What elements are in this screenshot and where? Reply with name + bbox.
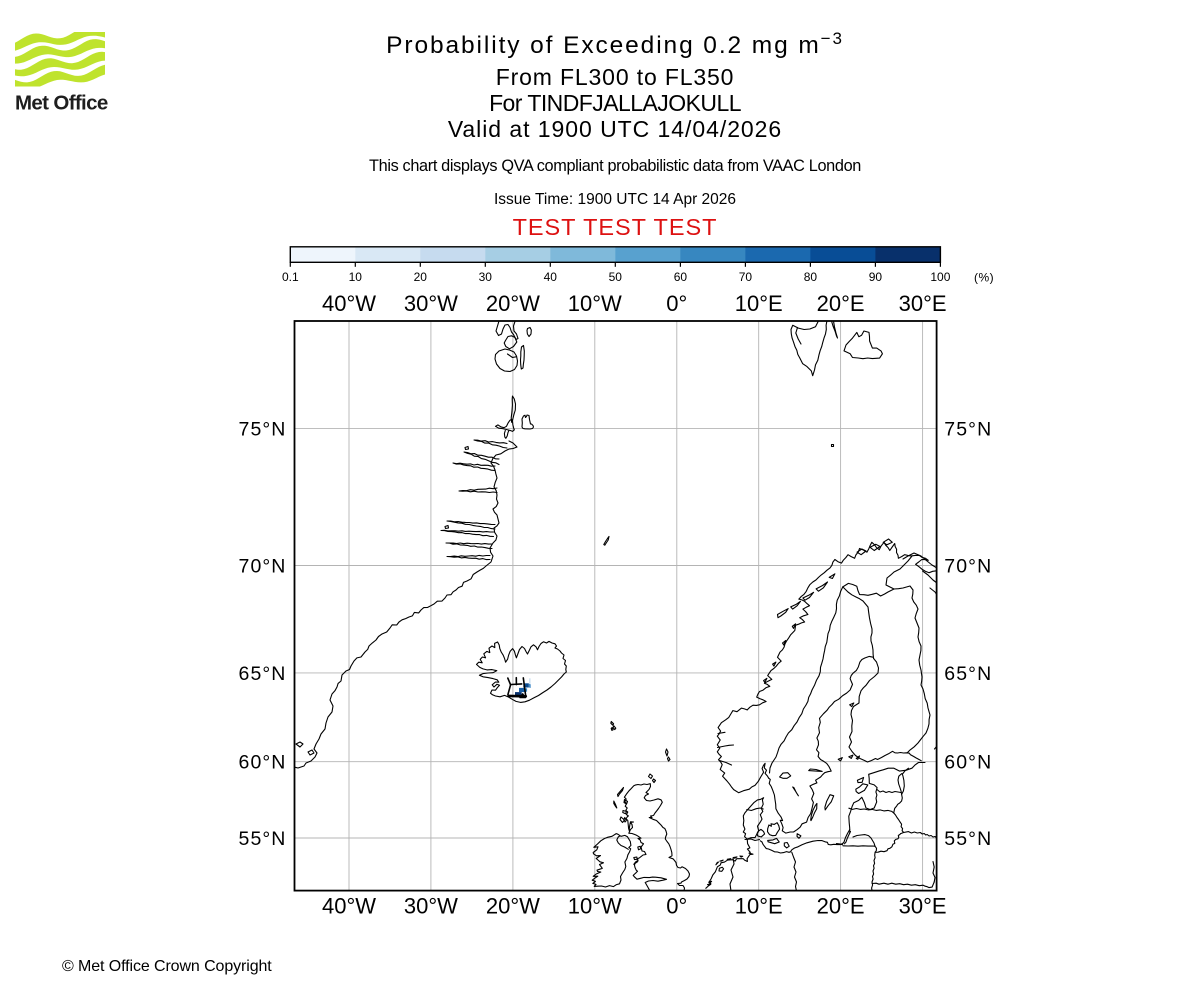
svg-text:70: 70 [739, 270, 753, 284]
svg-text:40°W: 40°W [322, 291, 376, 316]
svg-text:20°E: 20°E [817, 291, 865, 316]
svg-text:0°: 0° [666, 291, 687, 316]
svg-text:20°E: 20°E [817, 894, 865, 919]
svg-text:30°E: 30°E [899, 291, 947, 316]
svg-text:75°N: 75°N [944, 419, 992, 441]
svg-text:30°E: 30°E [899, 894, 947, 919]
svg-text:30°W: 30°W [404, 894, 458, 919]
svg-text:10: 10 [349, 270, 363, 284]
svg-text:60°N: 60°N [944, 752, 992, 774]
svg-text:55°N: 55°N [239, 828, 287, 850]
svg-text:70°N: 70°N [944, 556, 992, 578]
svg-text:90: 90 [869, 270, 883, 284]
svg-text:100: 100 [930, 270, 950, 284]
svg-text:40: 40 [544, 270, 558, 284]
svg-text:40°W: 40°W [322, 894, 376, 919]
svg-text:0°: 0° [666, 894, 687, 919]
svg-text:70°N: 70°N [239, 556, 287, 578]
svg-text:0.1: 0.1 [282, 270, 299, 284]
svg-text:20: 20 [414, 270, 428, 284]
svg-text:10°W: 10°W [568, 291, 622, 316]
svg-text:10°W: 10°W [568, 894, 622, 919]
svg-text:55°N: 55°N [944, 828, 992, 850]
svg-text:(%): (%) [974, 271, 994, 285]
svg-text:80: 80 [804, 270, 818, 284]
svg-text:10°E: 10°E [735, 894, 783, 919]
svg-text:20°W: 20°W [486, 894, 540, 919]
svg-text:65°N: 65°N [239, 663, 287, 685]
svg-text:10°E: 10°E [735, 291, 783, 316]
svg-text:Met Office: Met Office [15, 92, 108, 115]
svg-text:60: 60 [674, 270, 688, 284]
svg-text:30°W: 30°W [404, 291, 458, 316]
svg-text:30: 30 [479, 270, 493, 284]
svg-text:50: 50 [609, 270, 623, 284]
svg-text:20°W: 20°W [486, 291, 540, 316]
svg-text:75°N: 75°N [239, 419, 287, 441]
svg-text:60°N: 60°N [239, 752, 287, 774]
svg-text:65°N: 65°N [944, 663, 992, 685]
